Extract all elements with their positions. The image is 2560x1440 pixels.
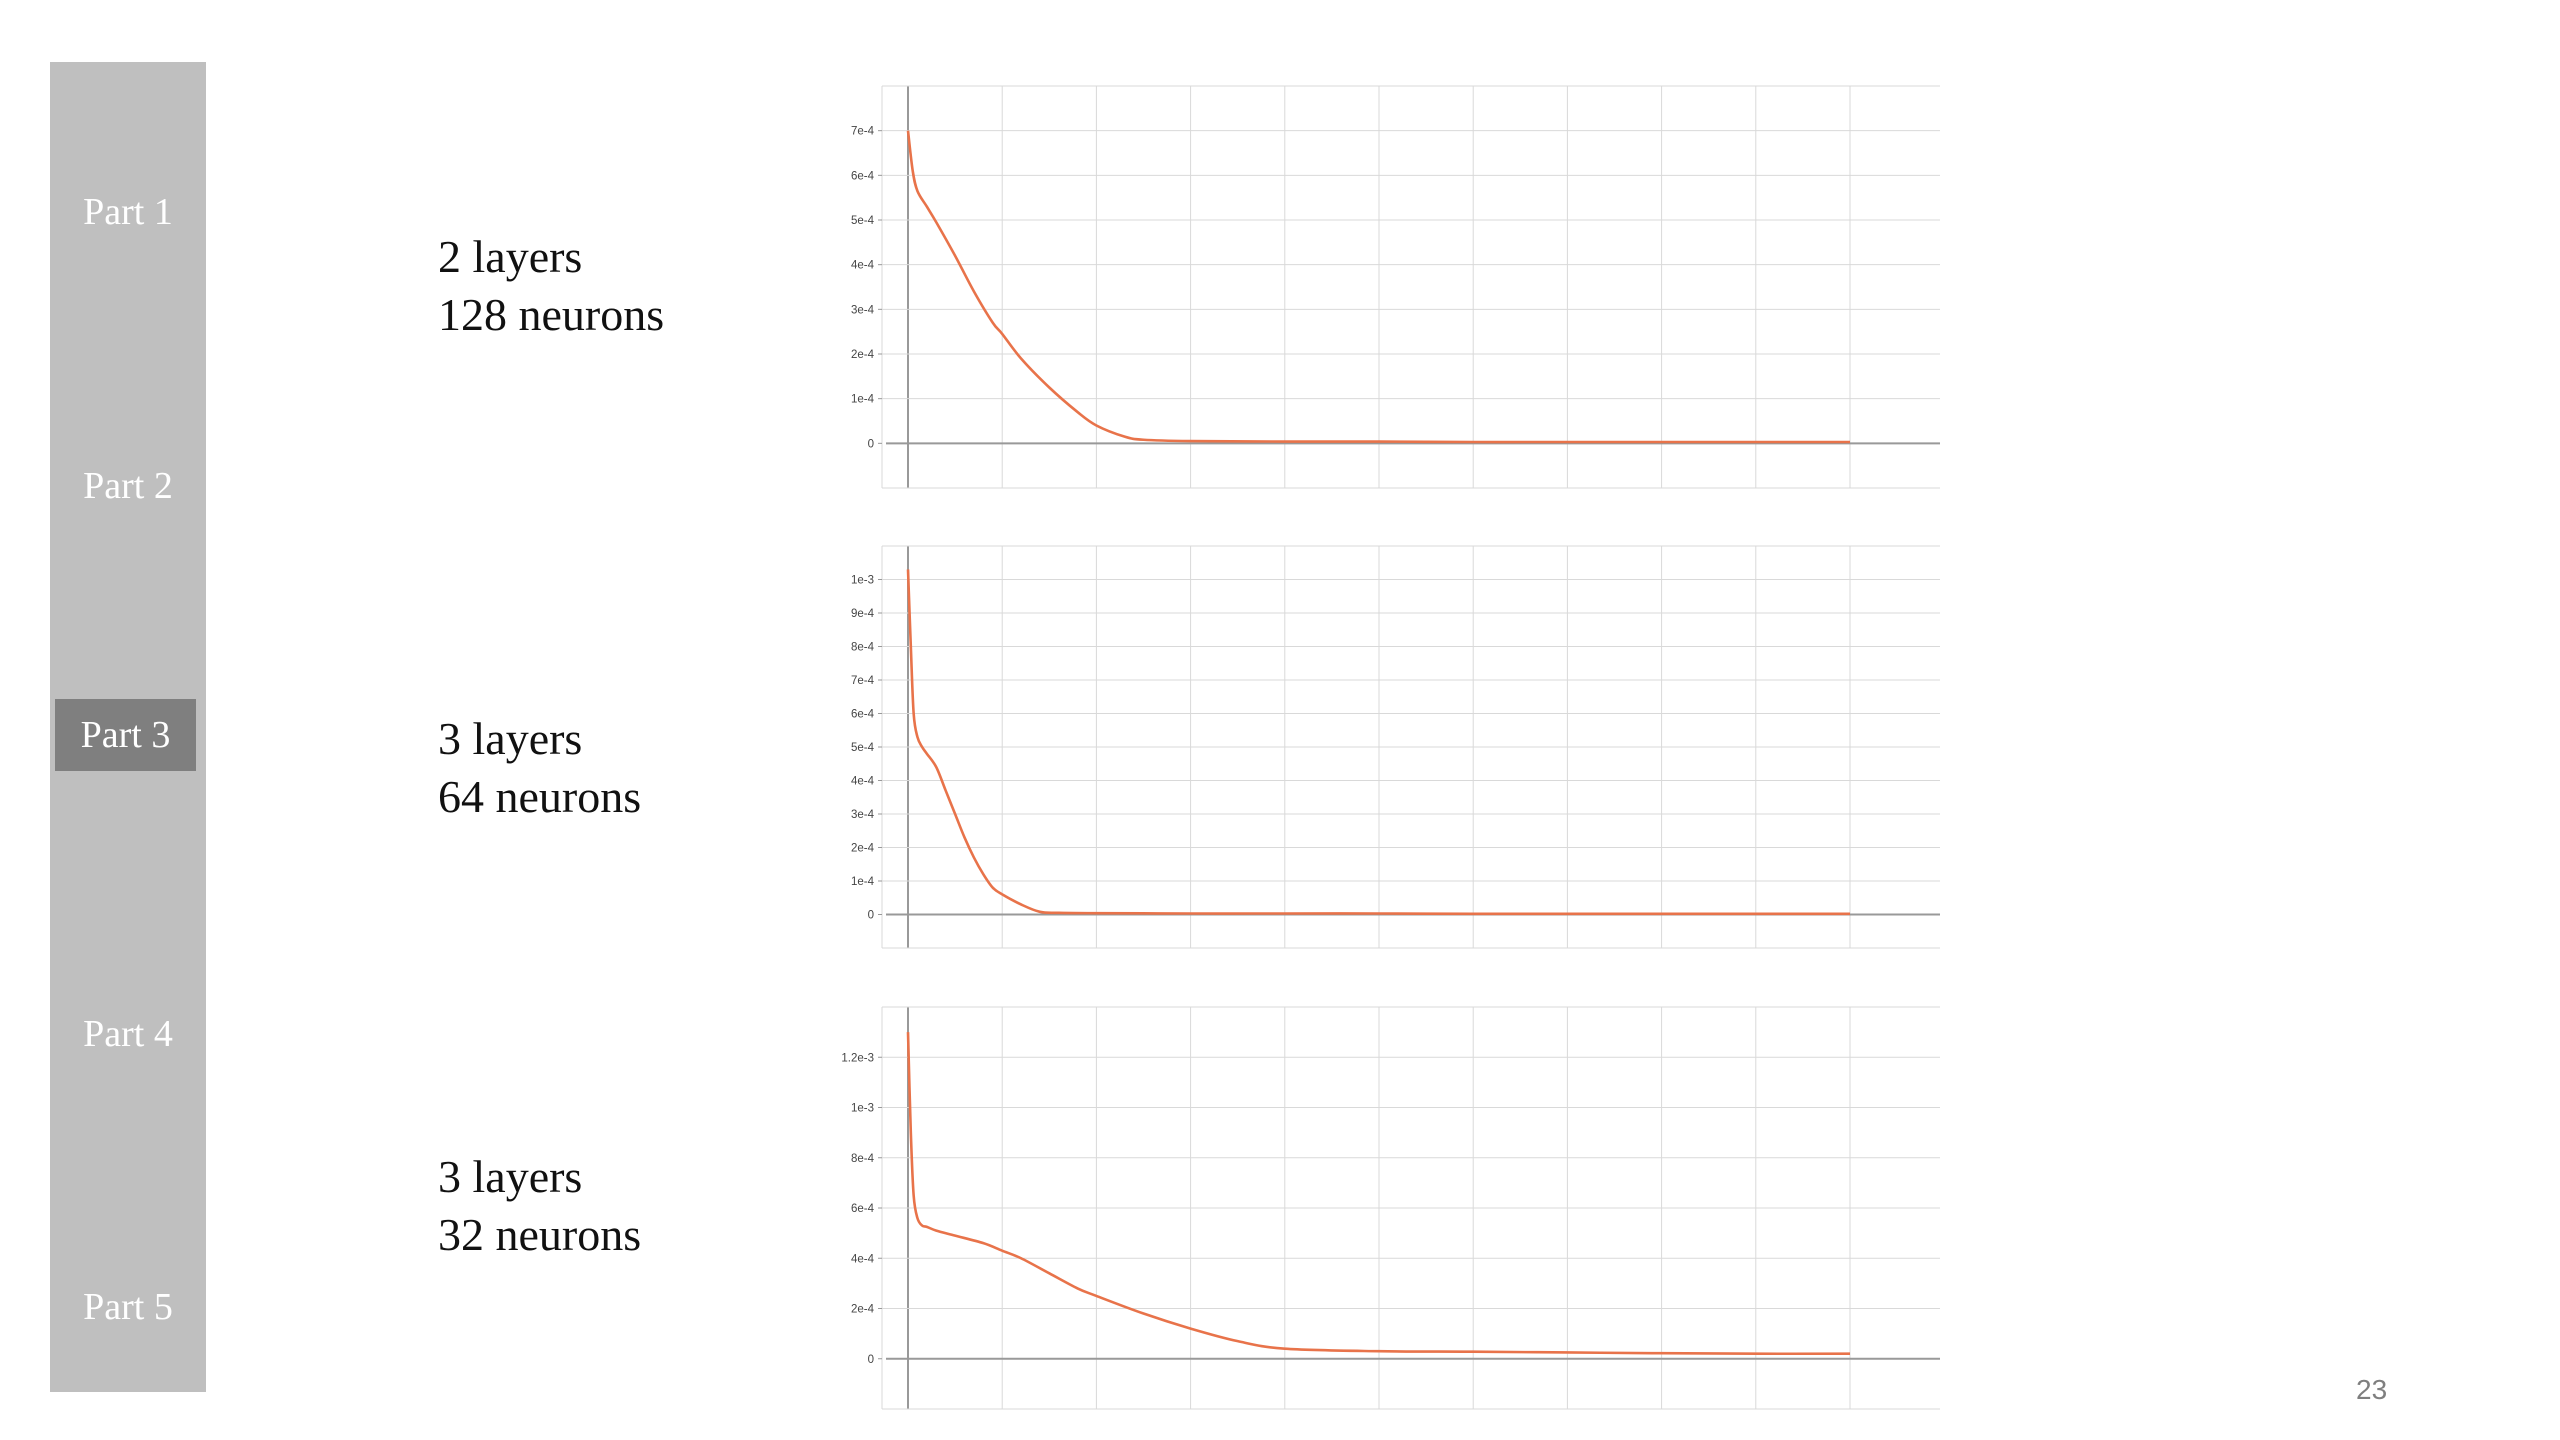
- loss-chart-1: 0 1e-4 2e-4 3e-4 4e-4 5e-4 6e-4 7e-4: [820, 82, 1945, 492]
- config-layers: 3 layers: [438, 713, 583, 764]
- y-tick-label: 3e-4: [851, 809, 875, 821]
- config-neurons: 32 neurons: [438, 1209, 642, 1260]
- config-layers: 3 layers: [438, 1151, 583, 1202]
- y-tick-label: 8e-4: [851, 642, 875, 654]
- y-tick-label: 7e-4: [851, 675, 875, 687]
- loss-chart-2: 0 1e-4 2e-4 3e-4 4e-4 5e-4 6e-4 7e-4 8e-4 9e-4 1e-…: [820, 542, 1945, 952]
- y-tick-label: 0: [868, 1354, 874, 1366]
- sidebar-item-part-5[interactable]: Part 5: [83, 1286, 173, 1328]
- y-tick-label: 2e-4: [851, 843, 875, 855]
- y-tick-label: 3e-4: [851, 304, 875, 316]
- page-number: 23: [2356, 1374, 2388, 1405]
- y-tick-label: 1e-3: [851, 575, 874, 587]
- y-tick-label: 5e-4: [851, 742, 875, 754]
- config-label-2: 3 layers 64 neurons: [438, 710, 641, 826]
- sidebar-item-part-3[interactable]: Part 3: [55, 699, 196, 771]
- config-label-1: 2 layers 128 neurons: [438, 228, 664, 344]
- y-tick-label: 1e-4: [851, 876, 875, 888]
- y-tick-label: 1.2e-3: [841, 1052, 874, 1064]
- loss-series-line: [906, 130, 1850, 444]
- y-tick-label: 4e-4: [851, 776, 875, 788]
- sidebar-nav: Part 1 Part 2 Part 3 Part 4 Part 5: [50, 62, 206, 1392]
- chart-svg: 0 1e-4 2e-4 3e-4 4e-4 5e-4 6e-4 7e-4: [851, 85, 1940, 489]
- y-tick-label: 2e-4: [851, 1304, 875, 1316]
- y-tick-label: 4e-4: [851, 260, 875, 272]
- loss-series-line: [906, 1032, 1851, 1356]
- y-tick-label: 7e-4: [851, 126, 875, 138]
- y-tick-label: 9e-4: [851, 608, 875, 620]
- chart-svg: 0 2e-4 4e-4 6e-4 8e-4 1e-3 1.2e-3: [841, 1006, 1940, 1410]
- y-tick-label: 0: [868, 438, 874, 450]
- config-neurons: 64 neurons: [438, 771, 642, 822]
- y-tick-label: 6e-4: [851, 1203, 875, 1215]
- y-tick-label: 6e-4: [851, 709, 875, 721]
- loss-chart-3: 0 2e-4 4e-4 6e-4 8e-4 1e-3 1.2e-3: [820, 1003, 1945, 1413]
- y-tick-label: 0: [868, 910, 874, 922]
- y-tick-label: 6e-4: [851, 170, 875, 182]
- y-tick-label: 4e-4: [851, 1253, 875, 1265]
- chart-svg: 0 1e-4 2e-4 3e-4 4e-4 5e-4 6e-4 7e-4 8e-4 9e-4 1e-…: [851, 545, 1940, 949]
- y-tick-label: 5e-4: [851, 215, 875, 227]
- y-tick-label: 1e-3: [851, 1103, 874, 1115]
- sidebar-item-part-2[interactable]: Part 2: [83, 465, 173, 507]
- y-tick-label: 8e-4: [851, 1153, 875, 1165]
- sidebar-item-part-1[interactable]: Part 1: [83, 191, 173, 233]
- config-neurons: 128 neurons: [438, 289, 665, 340]
- y-tick-label: 2e-4: [851, 349, 875, 361]
- config-layers: 2 layers: [438, 231, 583, 282]
- loss-series-line: [906, 569, 1850, 916]
- y-tick-label: 1e-4: [851, 394, 875, 406]
- sidebar-item-part-4[interactable]: Part 4: [83, 1013, 173, 1055]
- config-label-3: 3 layers 32 neurons: [438, 1148, 641, 1264]
